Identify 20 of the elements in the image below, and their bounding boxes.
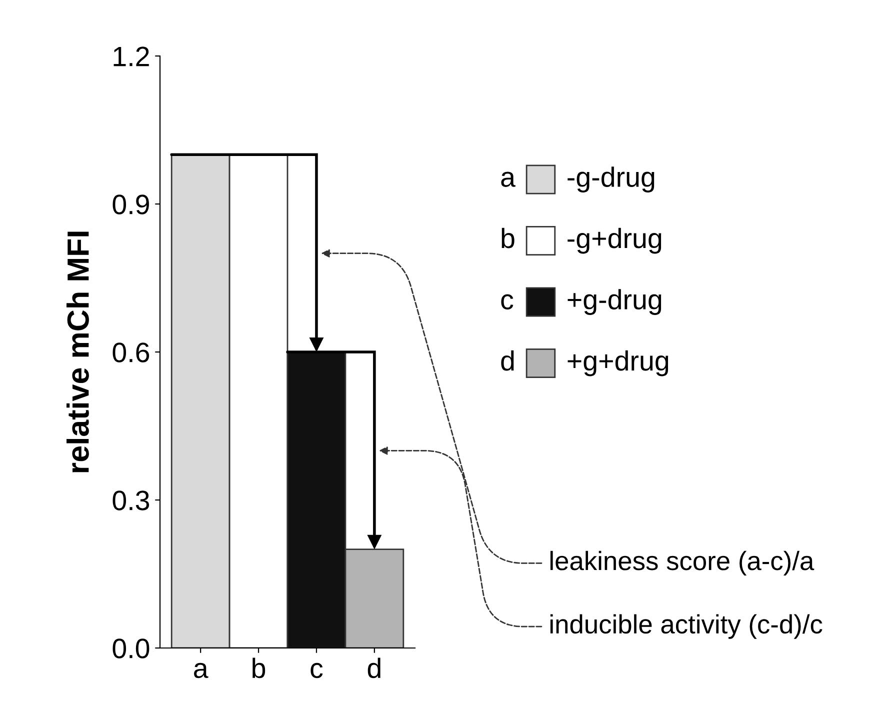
y-axis-title: relative mCh MFI: [66, 232, 89, 472]
legend-label: +g+drug: [568, 350, 668, 376]
category-label: a: [501, 172, 516, 187]
y-tick-label: 0.3: [112, 490, 150, 510]
text: inducible activity (c-d)/c: [550, 614, 822, 639]
legend-label: +g-drug: [568, 289, 662, 315]
x-tick-label: b: [252, 658, 266, 678]
x-tick-label: a: [194, 662, 208, 678]
legend-label: -g-drug: [568, 166, 654, 192]
category-label: d: [501, 350, 514, 371]
x-tick-label: c: [310, 662, 323, 678]
category-label: c: [501, 294, 514, 310]
y-tick-label: 0.6: [112, 342, 150, 362]
x-tick-label: d: [368, 658, 380, 678]
y-tick-label: 0.0: [112, 638, 150, 658]
category-label: b: [502, 228, 514, 248]
y-tick-label: 0.9: [112, 194, 149, 214]
y-tick-label: 1.2: [114, 46, 149, 66]
text: leakiness score (a-c)/a: [550, 550, 814, 576]
legend-label: -g+drug: [568, 228, 662, 254]
